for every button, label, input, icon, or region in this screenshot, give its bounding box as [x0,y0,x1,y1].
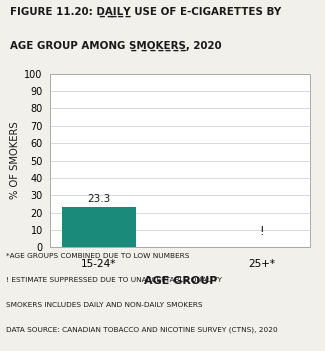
Text: 23.3: 23.3 [87,194,111,204]
Text: ! ESTIMATE SUPPRESSED DUE TO UNACCEPTABLE QUALITY: ! ESTIMATE SUPPRESSED DUE TO UNACCEPTABL… [6,277,223,283]
Text: *AGE GROUPS COMBINED DUE TO LOW NUMBERS: *AGE GROUPS COMBINED DUE TO LOW NUMBERS [6,253,190,259]
Text: SMOKERS INCLUDES DAILY AND NON-DAILY SMOKERS: SMOKERS INCLUDES DAILY AND NON-DAILY SMO… [6,302,203,308]
X-axis label: AGE GROUP: AGE GROUP [144,276,217,286]
Text: DATA SOURCE: CANADIAN TOBACCO AND NICOTINE SURVEY (CTNS), 2020: DATA SOURCE: CANADIAN TOBACCO AND NICOTI… [6,326,278,333]
Y-axis label: % OF SMOKERS: % OF SMOKERS [10,122,20,199]
Text: FIGURE 11.20: D̲A̲I̲L̲Y̲ USE OF E-CIGARETTES BY: FIGURE 11.20: D̲A̲I̲L̲Y̲ USE OF E-CIGARE… [10,7,281,17]
Bar [62,207,136,247]
Text: !: ! [260,225,264,238]
Text: AGE GROUP AMONG S̲M̲O̲K̲E̲R̲S̲, 2020: AGE GROUP AMONG S̲M̲O̲K̲E̲R̲S̲, 2020 [10,41,221,51]
